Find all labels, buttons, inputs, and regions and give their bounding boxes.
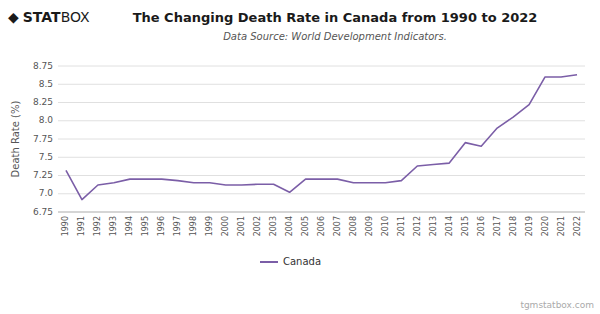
legend: Canada <box>260 256 321 267</box>
x-tick-label: 2007 <box>333 216 342 236</box>
grid-line <box>58 139 585 140</box>
x-tick-label: 1996 <box>157 216 166 236</box>
logo-part: BOX <box>61 9 90 25</box>
x-tick-label: 2019 <box>525 216 534 236</box>
x-tick-label: 1991 <box>77 216 86 236</box>
subtitle: Data Source: World Development Indicator… <box>223 31 447 42</box>
legend-label: Canada <box>283 256 321 267</box>
x-tick-label: 2015 <box>461 216 470 236</box>
x-tick-label: 2005 <box>301 216 310 236</box>
grid <box>58 66 585 212</box>
chart: ◆STATBOX The Changing Death Rate in Canad… <box>0 0 600 314</box>
x-tick-label: 1994 <box>125 216 134 236</box>
x-tick-label: 2010 <box>381 216 390 236</box>
plot-data <box>66 75 577 200</box>
grid-line <box>58 66 585 67</box>
x-tick-label: 1998 <box>189 216 198 236</box>
x-tick-label: 1995 <box>141 216 150 236</box>
grid-line <box>58 193 585 194</box>
x-tick-label: 2018 <box>509 216 518 236</box>
x-tick-label: 2012 <box>413 216 422 236</box>
y-axis-label: Death Rate (%) <box>10 100 21 177</box>
x-tick-label: 2013 <box>429 216 438 236</box>
y-tick-label: 8.5 <box>39 79 53 89</box>
x-tick-label: 2003 <box>269 216 278 236</box>
y-tick-label: 7.5 <box>39 152 53 162</box>
x-tick-label: 1990 <box>61 216 70 236</box>
x-tick-label: 1992 <box>93 216 102 236</box>
x-tick-label: 2008 <box>349 216 358 236</box>
x-tick-label: 2020 <box>541 216 550 236</box>
watermark: tgmstatbox.com <box>520 300 594 310</box>
y-tick-label: 7.25 <box>33 170 53 180</box>
legend-swatch <box>260 261 278 263</box>
x-tick-label: 2014 <box>445 216 454 236</box>
title: The Changing Death Rate in Canada from 1… <box>133 10 538 25</box>
x-tick-label: 2004 <box>285 216 294 236</box>
x-tick-label: 2001 <box>237 216 246 236</box>
y-tick-label: 6.75 <box>33 207 53 217</box>
x-tick-label: 2009 <box>365 216 374 236</box>
grid-line <box>58 175 585 176</box>
logo-part: ◆ <box>8 9 19 25</box>
x-tick-label: 2011 <box>397 216 406 236</box>
x-tick-label: 2000 <box>221 216 230 236</box>
x-tick-label: 2021 <box>557 216 566 236</box>
grid-line <box>58 102 585 103</box>
grid-line <box>58 157 585 158</box>
y-tick-label: 7.0 <box>39 188 54 198</box>
grid-line <box>58 84 585 85</box>
y-tick-label: 8.0 <box>39 115 54 125</box>
x-tick-label: 1997 <box>173 216 182 236</box>
y-tick-label: 8.75 <box>33 61 53 71</box>
y-tick-label: 8.25 <box>33 97 53 107</box>
x-tick-label: 2017 <box>493 216 502 236</box>
logo-part: STAT <box>23 9 61 25</box>
x-tick-label: 2006 <box>317 216 326 236</box>
line <box>66 75 577 200</box>
x-tick-label: 2002 <box>253 216 262 236</box>
x-tick-label: 2022 <box>573 216 582 236</box>
x-tick-label: 1999 <box>205 216 214 236</box>
grid-line <box>58 212 585 213</box>
x-tick-label: 2016 <box>477 216 486 236</box>
x-axis-line <box>58 212 585 213</box>
logo: ◆STATBOX <box>8 9 90 25</box>
x-tick-label: 1993 <box>109 216 118 236</box>
y-tick-label: 7.75 <box>33 134 53 144</box>
